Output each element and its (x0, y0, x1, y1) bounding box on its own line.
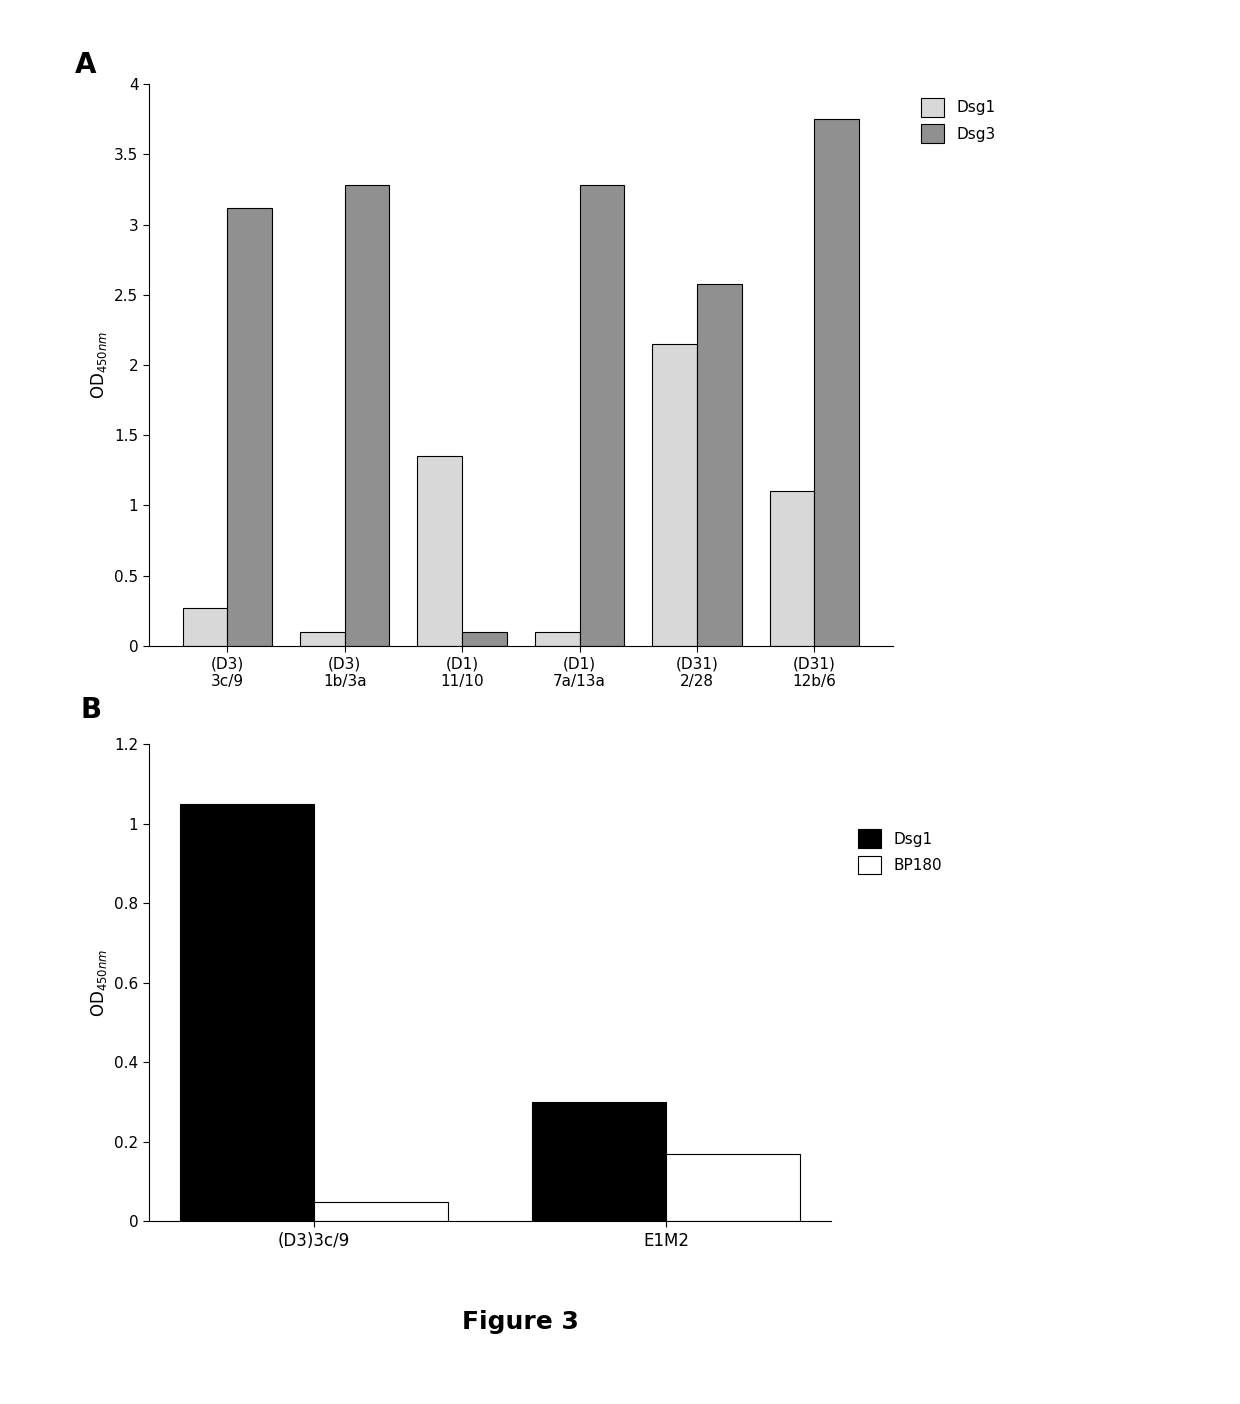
Text: A: A (74, 51, 95, 79)
Bar (697, 284, 742, 646)
Bar (463, 632, 507, 646)
Bar (418, 456, 463, 646)
Bar (314, 1202, 448, 1221)
Text: Figure 3: Figure 3 (463, 1310, 579, 1334)
Legend: Dsg1, Dsg3: Dsg1, Dsg3 (915, 91, 1002, 149)
Bar (532, 1102, 666, 1221)
Bar (180, 803, 314, 1221)
Bar (182, 608, 227, 646)
Bar (534, 632, 579, 646)
Bar (652, 344, 697, 646)
Bar (345, 185, 389, 646)
Legend: Dsg1, BP180: Dsg1, BP180 (852, 823, 949, 880)
Bar (300, 632, 345, 646)
Y-axis label: OD$_{450 nm}$: OD$_{450 nm}$ (88, 949, 109, 1016)
Bar (770, 491, 815, 646)
Bar (815, 119, 859, 646)
Text: B: B (81, 696, 102, 724)
Bar (227, 208, 272, 646)
Bar (579, 185, 624, 646)
Bar (666, 1154, 800, 1221)
Y-axis label: OD$_{450 nm}$: OD$_{450 nm}$ (88, 331, 109, 399)
